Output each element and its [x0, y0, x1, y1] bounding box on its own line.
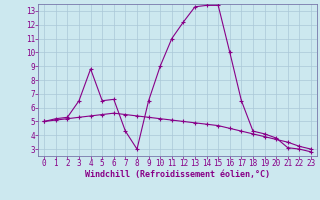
- X-axis label: Windchill (Refroidissement éolien,°C): Windchill (Refroidissement éolien,°C): [85, 170, 270, 179]
